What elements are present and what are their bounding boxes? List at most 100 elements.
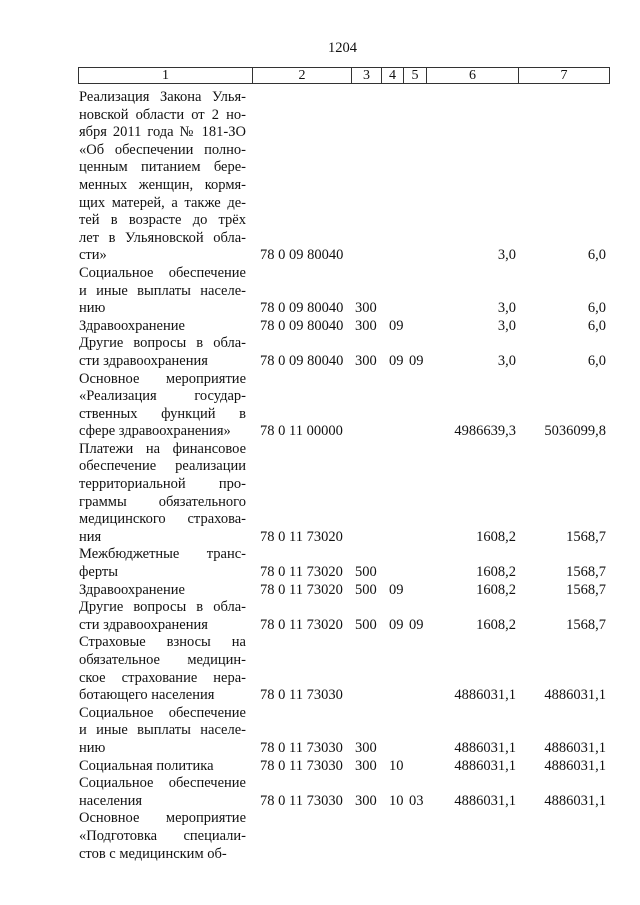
description-line: сти здравоохранения	[79, 616, 208, 633]
description-line: Другие вопросы в обла-	[79, 599, 246, 616]
expense-type: 300	[355, 792, 377, 809]
classification-code: 78 0 09 80040	[260, 300, 344, 317]
section: 09	[389, 616, 404, 633]
row-description: Социальная политика	[79, 758, 246, 776]
table-row: Социальное обеспечение и иные выплаты нас…	[79, 705, 619, 758]
description-line: населения	[79, 792, 143, 809]
expense-type: 300	[355, 739, 377, 756]
classification-code: 78 0 11 73030	[260, 757, 343, 774]
classification-code: 78 0 11 00000	[260, 423, 343, 440]
description-line: нию	[79, 739, 106, 756]
table-row: Другие вопросы в обла-сти здравоохранени…	[79, 599, 619, 634]
amount-year-2: 6,0	[587, 317, 606, 334]
description-line: обязательное медицин-	[79, 652, 246, 668]
row-description: Другие вопросы в обла-сти здравоохранени…	[79, 335, 246, 370]
table-row: Социальная политика 78 0 11 73030 300 10 488…	[79, 758, 619, 776]
table-row: Здравоохранение 78 0 11 73020 500 09 1608,2 1…	[79, 582, 619, 600]
table-row: Платежи на финансовое обеспечение реализа…	[79, 441, 619, 547]
amount-year-1: 1608,2	[476, 581, 516, 598]
description-line: Основное мероприятие	[79, 810, 246, 827]
amount-year-2: 5036099,8	[544, 423, 606, 440]
amount-year-2: 4886031,1	[544, 687, 606, 704]
amount-year-1: 3,0	[497, 300, 516, 317]
amount-year-2: 4886031,1	[544, 739, 606, 756]
expense-type: 300	[355, 757, 377, 774]
amount-year-1: 4986639,3	[454, 423, 516, 440]
expense-type: 500	[355, 581, 377, 598]
description-line: ценным питанием бере-	[79, 159, 246, 176]
header-col-7: 7	[518, 67, 610, 84]
table-row: Основное мероприятие «Подготовка специали…	[79, 810, 619, 863]
amount-year-1: 3,0	[497, 317, 516, 334]
table-row: Реализация Закона Улья-новской области о…	[79, 89, 619, 265]
table-row: Страховые взносы на обязательное медицин-…	[79, 634, 619, 704]
classification-code: 78 0 11 73020	[260, 581, 343, 598]
row-description: Страховые взносы на обязательное медицин-…	[79, 634, 246, 704]
description-line: Реализация Закона Улья-	[79, 89, 246, 105]
description-line: «Реализация государ-	[79, 388, 246, 405]
table-row: Здравоохранение 78 0 09 80040 300 09 3,0 6,0	[79, 318, 619, 336]
description-line: ября 2011 года № 181-ЗО	[79, 124, 246, 141]
section: 09	[389, 581, 404, 598]
amount-year-2: 6,0	[587, 247, 606, 264]
amount-year-1: 4886031,1	[454, 757, 516, 774]
description-line: обеспечение реализации	[79, 458, 246, 475]
column-header-table: 1 2 3 4 5 6 7	[78, 67, 610, 84]
subsection: 09	[409, 352, 424, 369]
table-row: Социальное обеспечение и иные выплаты нас…	[79, 265, 619, 318]
table-row: Межбюджетные транс-ферты 78 0 11 73020 500…	[79, 546, 619, 581]
section: 09	[389, 317, 404, 334]
description-line: Страховые взносы на	[79, 634, 246, 651]
amount-year-2: 1568,7	[566, 564, 606, 581]
description-line: граммы обязательного	[79, 493, 246, 510]
expense-type: 500	[355, 616, 377, 633]
description-line: ферты	[79, 564, 118, 581]
table-row: Основное мероприятие «Реализация государ-…	[79, 371, 619, 441]
page-number: 1204	[328, 40, 357, 56]
description-line: Другие вопросы в обла-	[79, 335, 246, 352]
classification-code: 78 0 11 73020	[260, 528, 343, 545]
description-line: лет в Ульяновской обла-	[79, 229, 246, 246]
amount-year-2: 1568,7	[566, 581, 606, 598]
description-line: Платежи на финансовое	[79, 440, 246, 457]
header-col-1: 1	[78, 67, 253, 84]
amount-year-1: 1608,2	[476, 564, 516, 581]
description-line: Социальное обеспечение	[79, 264, 246, 281]
description-line: стов с медицинским об-	[79, 845, 227, 862]
expense-type: 500	[355, 564, 377, 581]
amount-year-1: 4886031,1	[454, 792, 516, 809]
table-row: Социальное обеспечение населения 78 0 11 7…	[79, 775, 619, 810]
classification-code: 78 0 11 73030	[260, 739, 343, 756]
row-description: Платежи на финансовое обеспечение реализа…	[79, 441, 246, 547]
amount-year-1: 4886031,1	[454, 739, 516, 756]
description-line: нию	[79, 300, 106, 317]
description-line: ботающего населения	[79, 687, 215, 704]
description-line: Основное мероприятие	[79, 370, 246, 387]
table-body: Реализация Закона Улья-новской области о…	[79, 89, 619, 863]
description-line: ния	[79, 528, 102, 545]
section: 10	[389, 757, 404, 774]
description-line: новской области от 2 но-	[79, 106, 246, 123]
classification-code: 78 0 11 73020	[260, 616, 343, 633]
classification-code: 78 0 11 73020	[260, 564, 343, 581]
row-description: Другие вопросы в обла-сти здравоохранени…	[79, 599, 246, 634]
amount-year-1: 1608,2	[476, 528, 516, 545]
classification-code: 78 0 11 73030	[260, 687, 343, 704]
amount-year-1: 3,0	[497, 247, 516, 264]
description-line: территориальной про-	[79, 476, 246, 493]
amount-year-1: 4886031,1	[454, 687, 516, 704]
amount-year-2: 1568,7	[566, 616, 606, 633]
row-description: Основное мероприятие «Подготовка специали…	[79, 810, 246, 863]
classification-code: 78 0 11 73030	[260, 792, 343, 809]
header-col-4: 4	[381, 67, 404, 84]
header-col-5: 5	[403, 67, 427, 84]
description-line: Социальное обеспечение	[79, 775, 246, 792]
amount-year-2: 4886031,1	[544, 757, 606, 774]
description-line: тей в возрасте до трёх	[79, 212, 246, 229]
description-line: «Об обеспечении полно-	[79, 141, 246, 158]
description-line: «Подготовка специали-	[79, 827, 246, 844]
classification-code: 78 0 09 80040	[260, 247, 344, 264]
row-description: Социальное обеспечение и иные выплаты нас…	[79, 705, 246, 758]
description-line: медицинского страхова-	[79, 511, 246, 528]
description-line: сфере здравоохранения»	[79, 423, 231, 440]
